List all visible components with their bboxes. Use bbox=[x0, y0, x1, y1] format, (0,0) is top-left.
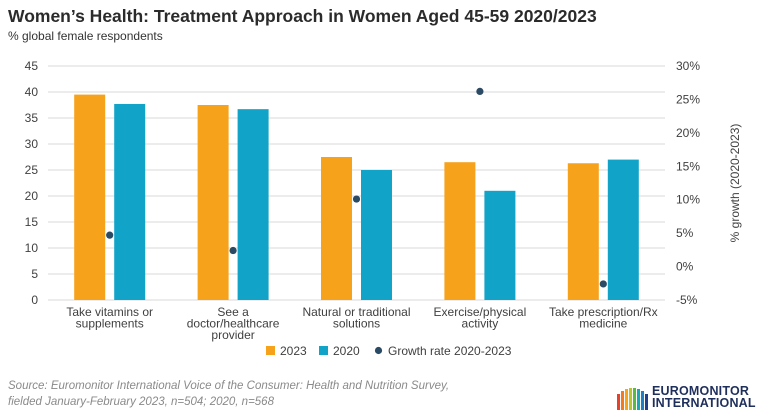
logo-text-line-2: INTERNATIONAL bbox=[652, 396, 756, 410]
y-tick-label: 40 bbox=[25, 85, 39, 99]
bar-2020 bbox=[114, 103, 146, 301]
y-tick-label: 5 bbox=[31, 267, 38, 281]
y-tick-label: 20 bbox=[25, 189, 39, 203]
bar-2023 bbox=[74, 94, 106, 300]
y2-tick-label: 0% bbox=[676, 260, 694, 274]
y2-tick-label: -5% bbox=[676, 293, 698, 307]
x-tick-label: supplements bbox=[76, 317, 144, 331]
y2-tick-label: 25% bbox=[676, 92, 700, 106]
y-tick-label: 0 bbox=[31, 293, 38, 307]
y2-tick-label: 5% bbox=[676, 226, 694, 240]
source-line-2: fielded January-February 2023, n=504; 20… bbox=[8, 396, 274, 408]
x-tick-label: provider bbox=[211, 328, 254, 342]
bar-chart: 0 5 10 15 20 25 30 35 40 45 -5% 0% 5% 10% 15% 20% 25% 30%… bbox=[25, 59, 742, 358]
y2-tick-label: 20% bbox=[676, 126, 700, 140]
growth-rate-point bbox=[352, 195, 361, 203]
y-tick-label: 10 bbox=[25, 241, 39, 255]
euromonitor-logo: EUROMONITOR INTERNATIONAL bbox=[616, 384, 774, 410]
legend-label: 2023 bbox=[280, 344, 307, 358]
x-tick-label: activity bbox=[462, 317, 499, 331]
bar-2023 bbox=[321, 157, 352, 300]
chart-title: Women’s Health: Treatment Approach in Wo… bbox=[8, 6, 597, 26]
x-tick-label: See a bbox=[217, 305, 249, 319]
x-tick-label: doctor/healthcare bbox=[187, 317, 280, 331]
y-tick-label: 30 bbox=[25, 137, 39, 151]
euromonitor-logo-mark-icon bbox=[617, 388, 648, 410]
growth-rate-point bbox=[106, 231, 114, 239]
y-tick-label: 45 bbox=[25, 59, 39, 73]
bar-2023 bbox=[197, 105, 229, 300]
y-tick-label: 35 bbox=[25, 111, 39, 125]
y-tick-label: 15 bbox=[25, 215, 39, 229]
bar-2020 bbox=[484, 190, 516, 300]
x-tick-label: solutions bbox=[333, 317, 380, 331]
chart-subtitle: % global female respondents bbox=[8, 29, 163, 43]
x-tick-label: Exercise/physical bbox=[434, 305, 527, 319]
bar-2023 bbox=[444, 162, 476, 300]
growth-rate-point bbox=[599, 280, 607, 288]
source-line-1: Source: Euromonitor International Voice … bbox=[8, 380, 450, 392]
y2-tick-label: 10% bbox=[676, 193, 700, 207]
legend-swatch bbox=[266, 346, 275, 355]
y-tick-label: 25 bbox=[25, 163, 39, 177]
growth-rate-point bbox=[229, 246, 237, 255]
legend-swatch bbox=[374, 346, 383, 355]
legend-label: 2020 bbox=[333, 344, 360, 358]
legend-label: Growth rate 2020-2023 bbox=[388, 344, 512, 358]
growth-rate-point bbox=[476, 87, 484, 96]
x-tick-label: Take prescription/Rx bbox=[549, 305, 658, 319]
legend-swatch bbox=[319, 346, 328, 355]
x-tick-label: Natural or traditional bbox=[302, 305, 410, 319]
y2-tick-label: 30% bbox=[676, 59, 700, 73]
bar-2020 bbox=[607, 159, 639, 300]
source-note: Source: Euromonitor International Voice … bbox=[8, 378, 449, 410]
logo-text-line-1: EUROMONITOR bbox=[652, 384, 750, 398]
bar-2020 bbox=[237, 109, 269, 300]
bar-2023 bbox=[567, 163, 599, 300]
bar-2020 bbox=[361, 170, 392, 300]
x-tick-label: medicine bbox=[579, 317, 627, 331]
x-tick-label: Take vitamins or bbox=[66, 305, 153, 319]
y2-tick-label: 15% bbox=[676, 159, 700, 173]
y2-axis-label: % growth (2020-2023) bbox=[728, 124, 742, 243]
